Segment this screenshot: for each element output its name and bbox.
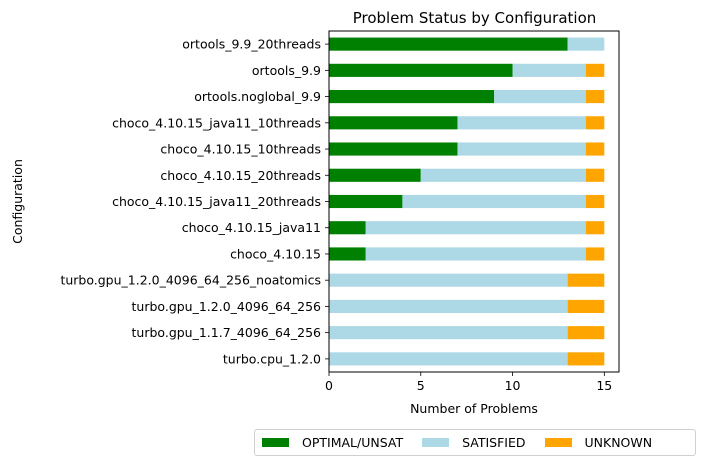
x-tick-label: 15 bbox=[596, 378, 612, 393]
bar-satisfied-choco-4-10-15-10threads bbox=[457, 142, 586, 156]
y-tick-label: choco_4.10.15 bbox=[230, 246, 321, 261]
x-axis-label: Number of Problems bbox=[410, 401, 538, 416]
bar-unknown-choco-4-10-15-10threads bbox=[585, 142, 605, 156]
x-tick-label: 0 bbox=[325, 378, 333, 393]
legend-item-optimal: OPTIMAL/UNSAT bbox=[262, 435, 403, 450]
bar-satisfied-ortools-noglobal-9-9 bbox=[494, 90, 586, 104]
legend-item-unknown: UNKNOWN bbox=[544, 435, 653, 450]
y-tick-label: choco_4.10.15_20threads bbox=[160, 168, 321, 183]
bar-optimal-unsat-ortools-9-9 bbox=[329, 63, 513, 77]
bar-optimal-unsat-ortools-noglobal-9-9 bbox=[329, 90, 495, 104]
y-tick-label: choco_4.10.15_java11_10threads bbox=[112, 115, 321, 130]
bar-satisfied-choco-4-10-15-java11-20threads bbox=[402, 194, 586, 209]
bars-group bbox=[329, 37, 605, 366]
legend-label-unknown: UNKNOWN bbox=[584, 435, 653, 450]
bar-unknown-choco-4-10-15-java11 bbox=[585, 221, 605, 235]
y-tick-label: turbo.gpu_1.2.0_4096_64_256_noatomics bbox=[60, 273, 321, 288]
bar-satisfied-ortools-9-9-20threads bbox=[567, 37, 605, 51]
bar-optimal-unsat-choco-4-10-15-java11 bbox=[329, 221, 366, 235]
x-tick-label: 5 bbox=[417, 378, 425, 393]
x-ticks: 0 5 10 15 bbox=[325, 372, 612, 393]
legend-label-optimal: OPTIMAL/UNSAT bbox=[302, 435, 404, 450]
x-tick-label: 10 bbox=[505, 378, 521, 393]
y-tick-label: turbo.cpu_1.2.0 bbox=[223, 351, 321, 366]
legend-swatch-satisfied bbox=[422, 438, 450, 447]
y-tick-label: ortools_9.9 bbox=[252, 63, 321, 78]
legend: OPTIMAL/UNSAT SATISFIED UNKNOWN bbox=[254, 429, 696, 456]
bar-satisfied-ortools-9-9 bbox=[512, 63, 586, 77]
bar-satisfied-choco-4-10-15 bbox=[365, 247, 586, 261]
bar-satisfied-turbo-gpu-1-1-7-4096-64-256 bbox=[329, 326, 568, 340]
chart-title: Problem Status by Configuration bbox=[353, 9, 597, 27]
bar-satisfied-turbo-cpu-1-2-0 bbox=[329, 352, 568, 366]
bar-unknown-turbo-gpu-1-1-7-4096-64-256 bbox=[567, 326, 605, 340]
bar-optimal-unsat-choco-4-10-15 bbox=[329, 247, 366, 261]
bar-optimal-unsat-ortools-9-9-20threads bbox=[329, 37, 568, 51]
y-tick-label: choco_4.10.15_10threads bbox=[160, 142, 321, 157]
bar-satisfied-turbo-gpu-1-2-0-4096-64-256 bbox=[329, 299, 568, 313]
bar-optimal-unsat-choco-4-10-15-java11-20threads bbox=[329, 194, 403, 209]
y-tick-label: choco_4.10.15_java11 bbox=[182, 220, 321, 235]
legend-swatch-unknown bbox=[544, 438, 572, 447]
bar-satisfied-turbo-gpu-1-2-0-4096-64-256-noatomics bbox=[329, 273, 568, 287]
bar-unknown-turbo-gpu-1-2-0-4096-64-256 bbox=[567, 299, 605, 313]
bar-unknown-turbo-cpu-1-2-0 bbox=[567, 352, 605, 366]
y-tick-label: ortools.noglobal_9.9 bbox=[194, 89, 321, 104]
bar-optimal-unsat-choco-4-10-15-20threads bbox=[329, 168, 421, 182]
bar-unknown-choco-4-10-15-java11-20threads bbox=[585, 194, 605, 209]
y-tick-label: choco_4.10.15_java11_20threads bbox=[112, 194, 321, 209]
bar-unknown-choco-4-10-15 bbox=[585, 247, 605, 261]
y-tick-labels: turbo.cpu_1.2.0 turbo.gpu_1.1.7_4096_64_2… bbox=[60, 37, 329, 366]
bar-satisfied-choco-4-10-15-java11 bbox=[365, 221, 586, 235]
y-tick-label: turbo.gpu_1.1.7_4096_64_256 bbox=[132, 325, 322, 340]
bar-optimal-unsat-choco-4-10-15-java11-10threads bbox=[329, 116, 458, 130]
bar-unknown-choco-4-10-15-20threads bbox=[585, 168, 605, 182]
bar-unknown-ortools-9-9 bbox=[585, 63, 605, 77]
plot-frame bbox=[328, 30, 620, 373]
bar-optimal-unsat-choco-4-10-15-10threads bbox=[329, 142, 458, 156]
y-tick-label: turbo.gpu_1.2.0_4096_64_256 bbox=[132, 299, 322, 314]
legend-label-satisfied: SATISFIED bbox=[462, 435, 526, 450]
bar-unknown-turbo-gpu-1-2-0-4096-64-256-noatomics bbox=[567, 273, 605, 287]
legend-swatch-optimal bbox=[262, 438, 289, 447]
y-axis-label: Configuration bbox=[10, 159, 25, 244]
bar-satisfied-choco-4-10-15-java11-10threads bbox=[457, 116, 586, 130]
y-tick-label: ortools_9.9_20threads bbox=[182, 37, 321, 52]
bar-unknown-choco-4-10-15-java11-10threads bbox=[585, 116, 605, 130]
bar-satisfied-choco-4-10-15-20threads bbox=[420, 168, 586, 182]
legend-item-satisfied: SATISFIED bbox=[422, 435, 526, 450]
bar-unknown-ortools-noglobal-9-9 bbox=[585, 90, 605, 104]
